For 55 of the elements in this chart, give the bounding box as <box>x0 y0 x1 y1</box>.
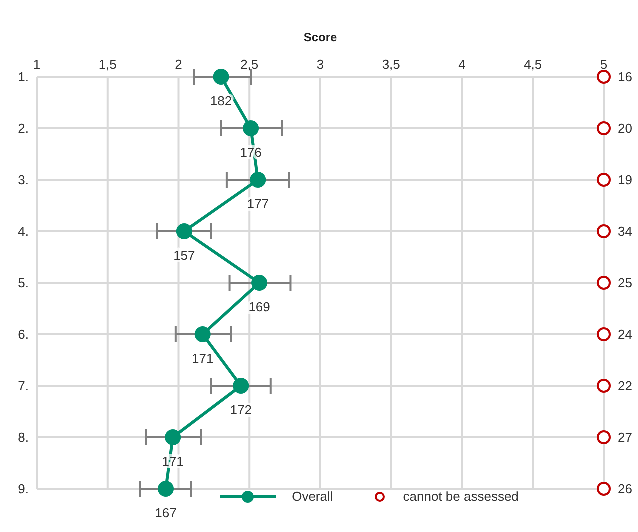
x-tick-label: 4,5 <box>524 57 542 72</box>
point <box>597 379 611 393</box>
annotation: 182 <box>210 94 232 108</box>
annotation: 19 <box>618 172 632 188</box>
point <box>597 482 611 496</box>
y-tick-label: 9. <box>18 482 29 497</box>
annotation: 167 <box>155 506 177 520</box>
x-tick-label: 3,5 <box>382 57 400 72</box>
annotation: 169 <box>248 300 270 314</box>
annotation: 177 <box>247 196 269 212</box>
point <box>243 120 260 136</box>
annotation: 172 <box>230 402 252 418</box>
x-tick-label: 1 <box>33 57 41 72</box>
annotation: 171 <box>192 351 214 366</box>
annotation: 22 <box>618 378 632 394</box>
point <box>176 224 192 240</box>
point <box>597 224 611 238</box>
point <box>252 275 268 291</box>
annotation: 24 <box>618 327 632 342</box>
annotation: 16 <box>618 70 632 84</box>
y-tick-label: 4. <box>18 224 29 240</box>
annotation: 27 <box>618 430 632 445</box>
point <box>597 276 611 290</box>
y-tick-label: 5. <box>18 276 29 291</box>
legend-label: cannot be assessed <box>403 489 519 504</box>
point <box>597 70 611 84</box>
point <box>165 430 182 446</box>
point <box>597 430 611 444</box>
point <box>158 481 174 497</box>
y-tick-label: 1. <box>18 70 29 85</box>
point <box>597 122 611 136</box>
point <box>597 173 611 187</box>
x-axis-title: Score <box>304 30 338 45</box>
y-tick-label: 8. <box>18 430 29 446</box>
y-tick-label: 6. <box>18 327 29 342</box>
y-tick-label: 3. <box>18 172 29 188</box>
point <box>213 69 230 85</box>
annotation: 34 <box>618 224 632 239</box>
annotation: 157 <box>174 248 196 263</box>
annotation: 26 <box>618 482 632 496</box>
y-tick-label: 2. <box>18 121 29 136</box>
y-tick-label: 7. <box>18 378 29 394</box>
x-tick-label: 3 <box>316 57 324 72</box>
legend-label: Overall <box>292 489 334 504</box>
point <box>194 326 211 342</box>
annotation: 25 <box>618 276 632 290</box>
annotation: 20 <box>618 121 632 136</box>
point <box>250 172 266 188</box>
x-tick-label: 5 <box>600 57 608 72</box>
x-tick-label: 2,5 <box>240 57 259 72</box>
point <box>597 328 611 342</box>
x-tick-label: 4 <box>458 57 466 72</box>
x-tick-label: 1,5 <box>98 57 117 72</box>
point <box>233 378 250 394</box>
x-tick-label: 2 <box>175 57 182 72</box>
